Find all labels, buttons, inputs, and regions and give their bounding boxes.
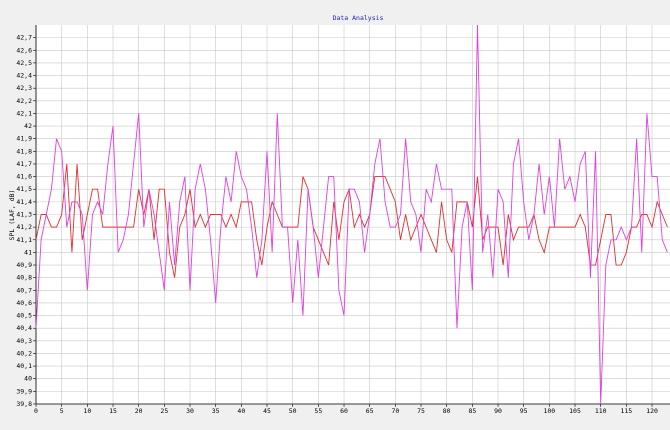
x-tick-label: 75 — [417, 407, 425, 415]
x-tick-label: 85 — [468, 407, 476, 415]
y-tick-label: 40,8 — [16, 274, 32, 282]
x-tick-label: 95 — [520, 407, 528, 415]
y-tick-label: 40,1 — [16, 362, 32, 370]
y-tick-label: 41,5 — [16, 185, 32, 193]
y-tick-label: 40 — [24, 375, 32, 383]
x-tick-label: 45 — [263, 407, 271, 415]
y-tick-label: 42,6 — [16, 46, 32, 54]
x-tick-label: 110 — [595, 407, 607, 415]
y-tick-label: 40,4 — [16, 324, 32, 332]
x-tick-label: 0 — [34, 407, 38, 415]
x-tick-label: 60 — [340, 407, 348, 415]
x-tick-label: 30 — [186, 407, 194, 415]
y-tick-label: 41,6 — [16, 173, 32, 181]
y-tick-label: 42,1 — [16, 109, 32, 117]
y-tick-label: 41,7 — [16, 160, 32, 168]
x-tick-label: 35 — [212, 407, 220, 415]
x-tick-label: 50 — [289, 407, 297, 415]
x-tick-label: 65 — [366, 407, 374, 415]
x-tick-label: 10 — [83, 407, 91, 415]
y-tick-label: 42,5 — [16, 59, 32, 67]
x-tick-label: 40 — [237, 407, 245, 415]
y-tick-label: 41 — [24, 248, 32, 256]
y-tick-label: 40,2 — [16, 349, 32, 357]
y-tick-label: 42,4 — [16, 72, 32, 80]
y-tick-label: 41,9 — [16, 135, 32, 143]
y-tick-label: 40,3 — [16, 337, 32, 345]
x-tick-label: 115 — [620, 407, 632, 415]
x-tick-label: 105 — [569, 407, 581, 415]
x-tick-label: 5 — [60, 407, 64, 415]
y-tick-label: 42,2 — [16, 97, 32, 105]
x-tick-label: 20 — [135, 407, 143, 415]
x-tick-label: 25 — [160, 407, 168, 415]
y-tick-label: 41,8 — [16, 147, 32, 155]
y-tick-label: 41,3 — [16, 211, 32, 219]
chart-title: Data Analysis — [333, 14, 384, 22]
y-tick-label: 42,3 — [16, 84, 32, 92]
x-tick-label: 90 — [494, 407, 502, 415]
x-tick-label: 70 — [391, 407, 399, 415]
y-tick-label: 40,6 — [16, 299, 32, 307]
x-tick-label: 80 — [443, 407, 451, 415]
y-tick-label: 41,1 — [16, 236, 32, 244]
x-tick-label: 55 — [314, 407, 322, 415]
y-tick-label: 40,9 — [16, 261, 32, 269]
y-tick-label: 42 — [24, 122, 32, 130]
y-tick-label: 41,4 — [16, 198, 32, 206]
y-tick-label: 40,7 — [16, 286, 32, 294]
y-tick-label: 41,2 — [16, 223, 32, 231]
y-tick-label: 42,7 — [16, 34, 32, 42]
y-axis-label: SPL (LAF, dB) — [8, 190, 16, 241]
y-tick-label: 39,8 — [16, 400, 32, 408]
data-line — [35, 24, 668, 405]
x-tick-label: 100 — [543, 407, 555, 415]
x-tick-label: 120 — [646, 407, 658, 415]
y-tick-label: 39,9 — [16, 387, 32, 395]
x-tick-label: 15 — [109, 407, 117, 415]
data-line — [35, 163, 668, 278]
y-tick-label: 40,5 — [16, 312, 32, 320]
